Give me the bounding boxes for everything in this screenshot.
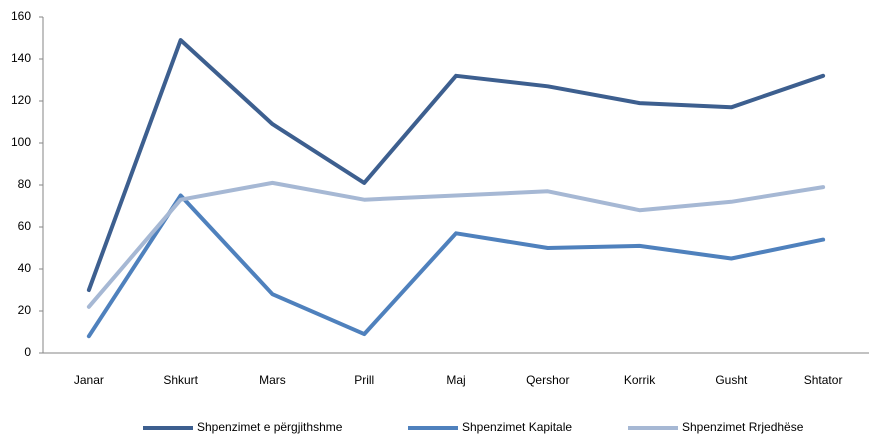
x-tick-label: Shtator <box>804 373 843 387</box>
x-tick-label: Mars <box>259 373 286 387</box>
legend-label: Shpenzimet Kapitale <box>462 420 572 434</box>
y-tick-label: 140 <box>11 51 31 65</box>
line <box>86 38 826 292</box>
y-tick-label: 100 <box>11 135 31 149</box>
y-tick-label: 80 <box>18 177 32 191</box>
y-tick-label: 160 <box>11 9 31 23</box>
line <box>86 193 826 339</box>
y-tick-label: 120 <box>11 93 31 107</box>
line <box>86 180 826 309</box>
x-tick-label: Maj <box>446 373 465 387</box>
y-tick-label: 60 <box>18 219 32 233</box>
x-tick-label: Janar <box>74 373 104 387</box>
x-tick-label: Prill <box>354 373 374 387</box>
legend-label: Shpenzimet e përgjithshme <box>197 420 343 434</box>
legend-label: Shpenzimet Rrjedhëse <box>682 420 804 434</box>
x-tick-label: Qershor <box>526 373 569 387</box>
y-tick-label: 0 <box>24 345 31 359</box>
x-tick-label: Korrik <box>624 373 656 387</box>
y-tick-label: 20 <box>18 303 32 317</box>
y-tick-label: 40 <box>18 261 32 275</box>
x-tick-label: Shkurt <box>163 373 198 387</box>
x-tick-label: Gusht <box>715 373 748 387</box>
